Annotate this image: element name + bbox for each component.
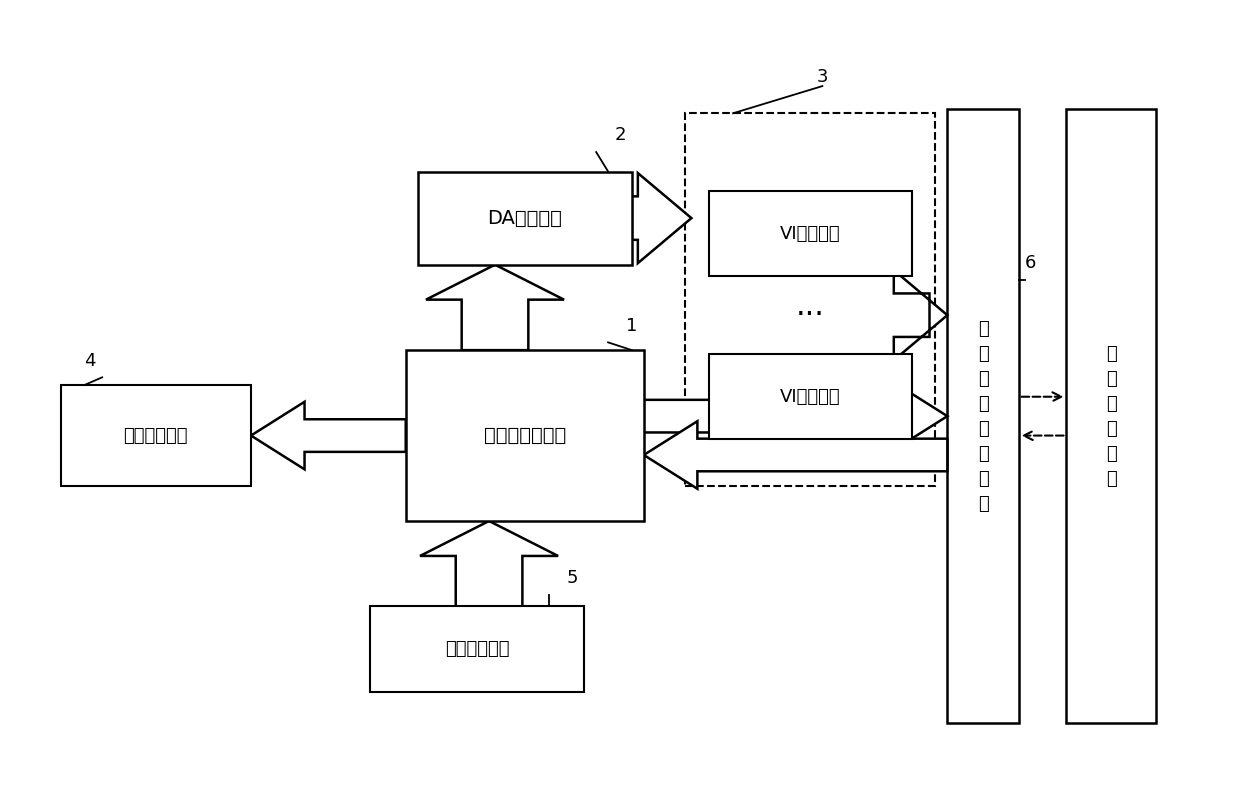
Text: VI变换电路: VI变换电路 [780, 225, 841, 243]
Text: 单片机控制模块: 单片机控制模块 [484, 426, 565, 445]
Bar [418, 172, 632, 265]
Polygon shape [644, 383, 947, 450]
Text: VI变换电路: VI变换电路 [780, 388, 841, 406]
Bar [709, 354, 911, 439]
Text: 6: 6 [1025, 255, 1037, 273]
Text: 5: 5 [567, 569, 578, 587]
Bar [61, 385, 250, 486]
Text: 模
拟
输
入
接
口
模
块: 模 拟 输 入 接 口 模 块 [977, 320, 988, 513]
Bar [405, 350, 644, 521]
Bar [1066, 109, 1156, 723]
Bar [686, 113, 935, 486]
Bar [370, 607, 584, 692]
Text: 3: 3 [817, 68, 828, 86]
Text: DA转换模块: DA转换模块 [487, 209, 562, 227]
Bar [947, 109, 1019, 723]
Text: 模
拟
输
入
板
卡: 模 拟 输 入 板 卡 [1106, 345, 1116, 488]
Bar [709, 191, 911, 277]
Polygon shape [250, 402, 405, 469]
Polygon shape [632, 173, 692, 263]
Text: 2: 2 [614, 126, 626, 144]
Polygon shape [644, 421, 947, 489]
Polygon shape [427, 265, 564, 350]
Text: 4: 4 [84, 352, 95, 370]
Text: 1: 1 [626, 316, 637, 335]
Text: 键盘输入模块: 键盘输入模块 [445, 640, 510, 659]
Polygon shape [894, 270, 947, 360]
Text: ···: ··· [796, 301, 825, 330]
Polygon shape [420, 521, 558, 607]
Text: 液晶显示模块: 液晶显示模块 [124, 426, 188, 445]
